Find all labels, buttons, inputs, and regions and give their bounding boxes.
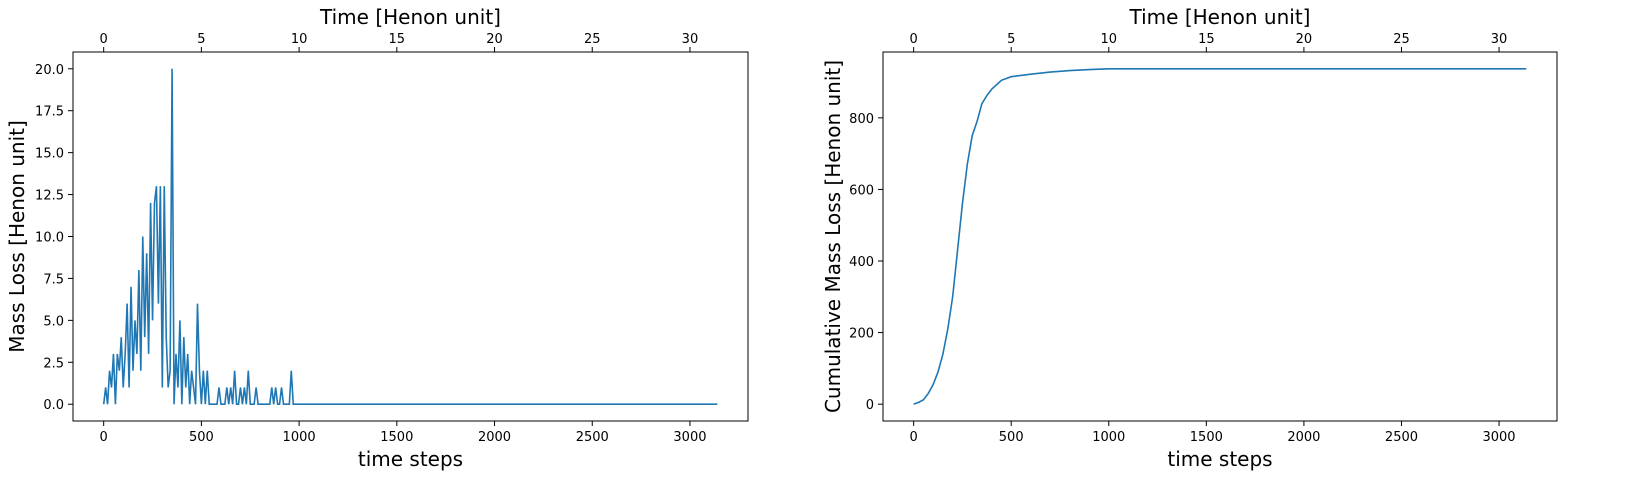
x2-tick-label: 5 — [1007, 32, 1015, 47]
x-tick-label: 2500 — [576, 430, 609, 445]
data-line — [102, 68, 718, 406]
x2-tick-label: 20 — [1296, 32, 1313, 47]
x2-axis-label: Time [Henon unit] — [1129, 5, 1311, 29]
x2-tick-label: 20 — [486, 32, 503, 47]
y-tick-label: 10.0 — [35, 231, 64, 246]
x-tick-label: 3000 — [1482, 430, 1515, 445]
plot-frame — [72, 51, 749, 422]
x-tick-label: 3000 — [673, 430, 706, 445]
y-tick-label: 20.0 — [35, 63, 64, 78]
x-tick-label: 1000 — [1092, 430, 1125, 445]
x2-tick-label: 0 — [100, 32, 108, 47]
x-tick-label: 500 — [999, 430, 1024, 445]
x-axis-label: time steps — [358, 447, 463, 471]
y-tick-label: 2.5 — [43, 356, 64, 371]
x2-tick-label: 15 — [1198, 32, 1215, 47]
y-tick-label: 0.0 — [43, 398, 64, 413]
x-tick-label: 0 — [909, 430, 917, 445]
x-tick-label: 1500 — [1190, 430, 1223, 445]
plot-frame — [882, 51, 1558, 422]
y-tick-label: 400 — [849, 255, 874, 270]
x2-axis-label: Time [Henon unit] — [319, 5, 501, 29]
y-tick-label: 7.5 — [43, 272, 64, 287]
x-tick-label: 0 — [100, 430, 108, 445]
x2-tick-label: 0 — [909, 32, 917, 47]
x-tick-label: 2000 — [1287, 430, 1320, 445]
data-line — [913, 68, 1527, 405]
y-tick-label: 12.5 — [35, 189, 64, 204]
y-tick-label: 15.0 — [35, 147, 64, 162]
x2-tick-label: 25 — [584, 32, 601, 47]
x2-tick-label: 25 — [1393, 32, 1410, 47]
x2-tick-label: 30 — [1491, 32, 1508, 47]
x-tick-label: 500 — [189, 430, 214, 445]
y-tick-label: 800 — [849, 112, 874, 127]
x2-tick-label: 10 — [1100, 32, 1117, 47]
x-tick-label: 2500 — [1385, 430, 1418, 445]
x-tick-label: 1500 — [380, 430, 413, 445]
x2-tick-label: 10 — [291, 32, 308, 47]
x-tick-label: 1000 — [283, 430, 316, 445]
y-axis-label: Mass Loss [Henon unit] — [5, 120, 29, 353]
y-tick-label: 200 — [849, 327, 874, 342]
y-tick-label: 600 — [849, 183, 874, 198]
x2-tick-label: 5 — [197, 32, 205, 47]
y-tick-label: 0 — [866, 398, 874, 413]
x2-tick-label: 15 — [389, 32, 406, 47]
x-tick-label: 2000 — [478, 430, 511, 445]
x2-tick-label: 30 — [682, 32, 699, 47]
y-tick-label: 17.5 — [35, 105, 64, 120]
y-tick-label: 5.0 — [43, 314, 64, 329]
x-axis-label: time steps — [1167, 447, 1272, 471]
y-axis-label: Cumulative Mass Loss [Henon unit] — [821, 60, 845, 413]
